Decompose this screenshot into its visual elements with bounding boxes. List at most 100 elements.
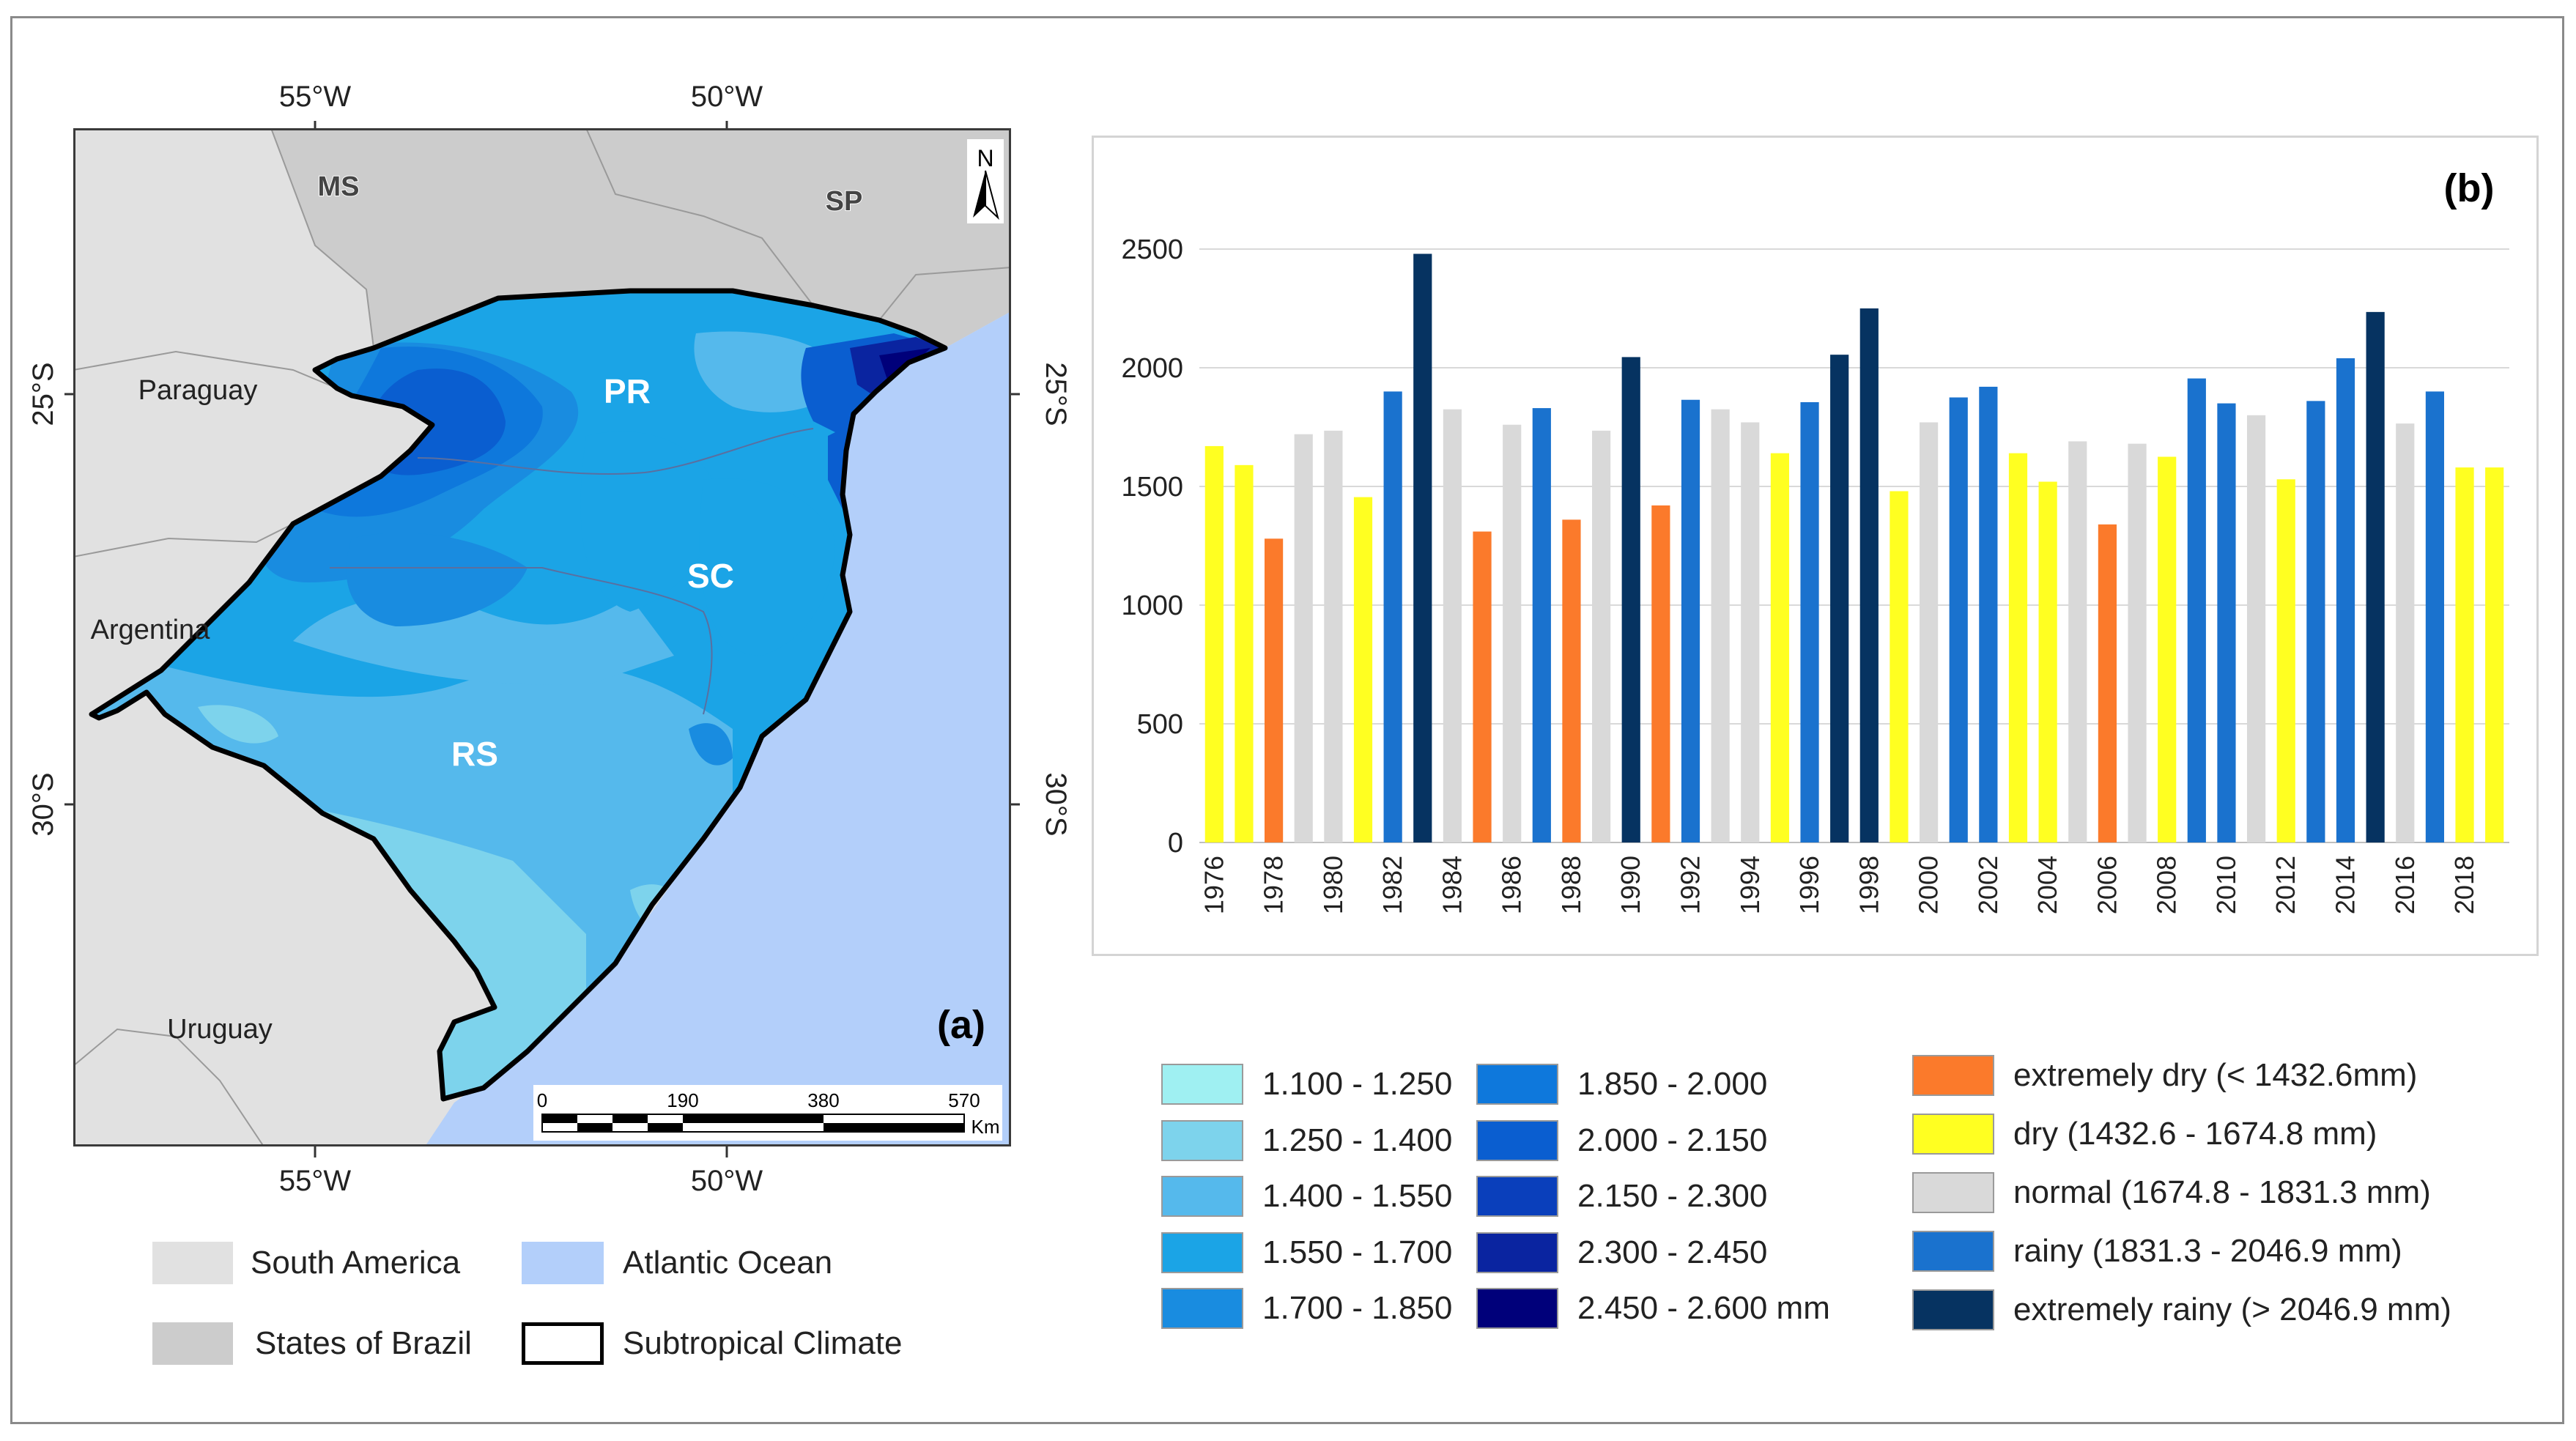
bar-2000 (1919, 422, 1939, 842)
bar-1981 (1353, 497, 1373, 842)
svg-text:190: 190 (667, 1089, 698, 1111)
class-legend-item: dry (1432.6 - 1674.8 mm) (1912, 1114, 2377, 1155)
north-arrow-icon: N (967, 139, 1004, 223)
precip-legend-right-item: 1.850 - 2.000 (1476, 1064, 1767, 1105)
y-tick-label: 1500 (1121, 472, 1183, 503)
x-tick-label: 2006 (2092, 856, 2122, 914)
bar-1994 (1741, 422, 1760, 842)
label-pr: PR (604, 372, 651, 410)
precip-legend-left-item: 1.550 - 1.700 (1161, 1231, 1453, 1273)
precip-legend-left-label: 1.700 - 1.850 (1262, 1290, 1453, 1326)
bar-1978 (1264, 538, 1284, 842)
bar-2014 (2336, 358, 2355, 842)
figure-frame (10, 16, 2564, 1424)
precip-legend-right-item: 2.450 - 2.600 mm (1476, 1288, 1830, 1329)
bar-2007 (2128, 443, 2147, 842)
y-tick-label: 2000 (1121, 353, 1183, 384)
swatch-atlantic-ocean (522, 1242, 604, 1284)
bar-1984 (1443, 409, 1462, 842)
x-tick-label: 1978 (1259, 856, 1289, 914)
coord-bottom-50w: 50°W (691, 1165, 763, 1197)
scale-bar: 0 190 380 570 Km (533, 1085, 1002, 1141)
internal-state-borders (329, 428, 814, 715)
swatch-states-of-brazil (152, 1322, 233, 1365)
bar-1983 (1413, 253, 1432, 842)
label-rs: RS (451, 735, 498, 773)
bar-2004 (2038, 481, 2057, 842)
label-uruguay: Uruguay (167, 1014, 273, 1045)
precip-legend-left-label: 1.100 - 1.250 (1262, 1066, 1453, 1102)
svg-text:570: 570 (948, 1089, 980, 1111)
class-legend-item: extremely dry (< 1432.6mm) (1912, 1055, 2417, 1096)
legend-south-america: South America (152, 1242, 460, 1284)
precip-legend-left-label: 1.550 - 1.700 (1262, 1234, 1453, 1270)
bar-2013 (2306, 401, 2325, 842)
svg-text:0: 0 (537, 1089, 547, 1111)
swatch-subtropical-climate (522, 1322, 604, 1365)
chart-panel-label: (b) (2444, 166, 2495, 210)
map-panel: MS SP PR SC RS Paraguay Argentina Urugua… (73, 128, 1011, 1146)
class-legend-item: rainy (1831.3 - 2046.9 mm) (1912, 1231, 2402, 1272)
bar-1996 (1800, 401, 1819, 842)
x-tick-label: 2008 (2152, 856, 2182, 914)
subtropical-climate-outline (89, 288, 948, 1102)
precip-legend-left-item: 1.700 - 1.850 (1161, 1288, 1452, 1329)
y-tick-label: 500 (1137, 709, 1183, 740)
precip-legend-right-label: 1.850 - 2.000 (1577, 1066, 1768, 1102)
y-tick-label: 2500 (1121, 234, 1183, 265)
bar-1977 (1235, 464, 1254, 842)
class-legend: extremely dry (< 1432.6mm) dry (1432.6 - … (1912, 1055, 2550, 1348)
bar-1980 (1324, 430, 1343, 842)
legend-label-south-america: South America (251, 1245, 461, 1281)
legend-subtropical-climate: Subtropical Climate (522, 1322, 903, 1365)
x-tick-label: 1998 (1854, 856, 1884, 914)
bar-2011 (2246, 415, 2266, 842)
bar-1985 (1473, 531, 1492, 842)
x-tick-label: 2012 (2270, 856, 2301, 914)
precip-legend-left-item: 1.250 - 1.400 (1161, 1119, 1453, 1161)
bar-2010 (2217, 403, 2236, 842)
map-coordinates: 55°W 50°W 55°W 50°W 25°S 30°S 25°S 30°S (27, 81, 1072, 1197)
class-legend-label: rainy (1831.3 - 2046.9 mm) (2013, 1233, 2402, 1269)
precip-legend-left-swatch (1161, 1176, 1243, 1217)
precip-legend-right-swatch (1476, 1176, 1558, 1217)
coord-right-25s: 25°S (1040, 362, 1072, 426)
precip-legend-left-swatch (1161, 1119, 1243, 1161)
map-legend: South America Atlantic Ocean States of B… (147, 1242, 989, 1403)
x-tick-label: 1980 (1318, 856, 1348, 914)
legend-label-states-of-brazil: States of Brazil (255, 1325, 472, 1361)
label-paraguay: Paraguay (138, 375, 258, 406)
precip-legend-right-item: 2.150 - 2.300 (1476, 1176, 1767, 1217)
x-tick-label: 1988 (1556, 856, 1586, 914)
label-sc: SC (687, 557, 734, 595)
bar-1997 (1830, 355, 1849, 842)
legend-atlantic-ocean: Atlantic Ocean (522, 1242, 832, 1284)
bar-1990 (1621, 357, 1640, 842)
precip-legend-left-label: 1.400 - 1.550 (1262, 1178, 1453, 1214)
bar-1988 (1562, 519, 1581, 842)
bar-2015 (2366, 311, 2385, 842)
bar-2002 (1979, 386, 1998, 842)
precip-legend-left-item: 1.400 - 1.550 (1161, 1176, 1452, 1217)
class-legend-item: normal (1674.8 - 1831.3 mm) (1912, 1172, 2431, 1213)
bar-1995 (1770, 453, 1790, 842)
class-legend-swatch (1912, 1172, 1994, 1213)
bar-1979 (1294, 434, 1313, 842)
bar-2012 (2276, 479, 2295, 842)
bar-1976 (1204, 445, 1224, 842)
precip-legend-right-swatch (1476, 1064, 1558, 1105)
coord-top-55w: 55°W (279, 81, 351, 113)
precip-legend-left-label: 1.250 - 1.400 (1262, 1122, 1453, 1158)
states-of-brazil-area (271, 128, 1011, 348)
precip-legend-right-swatch (1476, 1288, 1558, 1329)
class-legend-swatch (1912, 1114, 1994, 1155)
bar-1986 (1503, 424, 1522, 842)
bar-2001 (1949, 397, 1968, 842)
x-tick-label: 1994 (1735, 856, 1765, 914)
bar-2009 (2187, 378, 2206, 842)
x-tick-label: 2000 (1914, 856, 1944, 914)
class-legend-item: extremely rainy (> 2046.9 mm) (1912, 1289, 2451, 1330)
class-legend-label: extremely dry (< 1432.6mm) (2013, 1057, 2418, 1093)
precip-legend-right-item: 2.300 - 2.450 (1476, 1231, 1767, 1273)
x-tick-label: 2014 (2331, 856, 2361, 914)
